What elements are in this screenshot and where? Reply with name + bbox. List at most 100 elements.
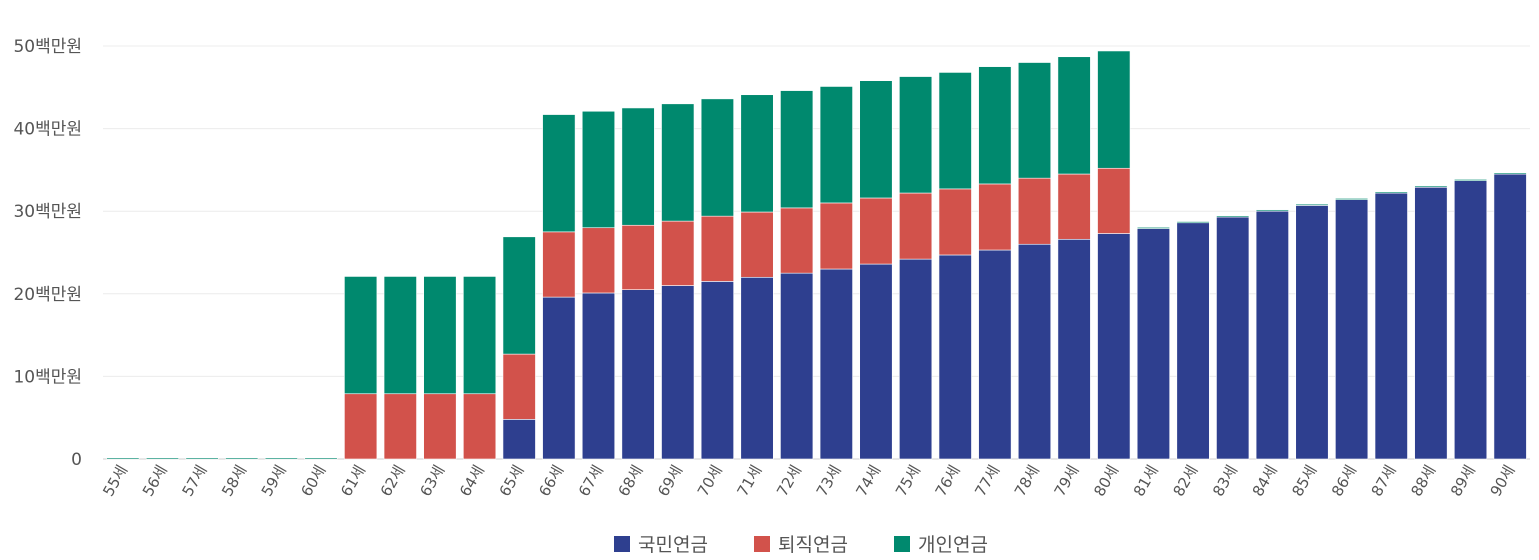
x-tick-label: 60세 bbox=[297, 462, 329, 499]
x-tick-label: 80세 bbox=[1090, 462, 1122, 499]
legend-label-2: 퇴직연금 bbox=[778, 534, 848, 556]
y-tick-label: 50백만원 bbox=[13, 37, 82, 57]
bar-segment-3-12 bbox=[542, 114, 576, 233]
bar-segment-1-18 bbox=[780, 272, 814, 460]
bar-segment-1-34 bbox=[1414, 186, 1448, 460]
x-tick-label: 57세 bbox=[179, 462, 211, 499]
bar-segment-2-7 bbox=[344, 393, 378, 460]
bar-segment-1-32 bbox=[1335, 199, 1369, 460]
bar-segment-1-12 bbox=[542, 296, 576, 460]
bar-segment-2-12 bbox=[542, 231, 576, 298]
bar-segment-2-10 bbox=[463, 393, 497, 460]
bar-segment-3-15 bbox=[661, 103, 695, 222]
x-tick-label: 66세 bbox=[535, 462, 567, 499]
bar-segment-2-11 bbox=[502, 353, 536, 420]
y-tick-label: 0 bbox=[71, 450, 82, 470]
bar-segment-3-8 bbox=[383, 276, 417, 395]
x-tick-label: 84세 bbox=[1249, 462, 1281, 499]
grid-lines bbox=[103, 45, 1530, 460]
x-tick-label: 72세 bbox=[773, 462, 805, 499]
legend: 국민연금 퇴직연금 개인연금 bbox=[614, 534, 988, 556]
bar-segment-3-27 bbox=[1136, 227, 1170, 229]
bar-segment-3-23 bbox=[978, 66, 1012, 185]
x-tick-label: 68세 bbox=[615, 462, 647, 499]
bar-segment-1-26 bbox=[1097, 233, 1131, 460]
bar-segment-2-22 bbox=[938, 188, 972, 256]
bar-segment-2-24 bbox=[1017, 177, 1052, 245]
bar-segment-3-1 bbox=[106, 457, 140, 460]
bar-segment-3-34 bbox=[1414, 185, 1448, 188]
x-tick-label: 61세 bbox=[337, 462, 369, 499]
x-tick-label: 55세 bbox=[99, 462, 131, 499]
x-tick-label: 63세 bbox=[416, 462, 448, 499]
bar-segment-2-13 bbox=[581, 227, 616, 294]
x-tick-label: 75세 bbox=[892, 462, 924, 499]
bar-segment-2-20 bbox=[859, 197, 893, 265]
y-axis-ticks: 0 10백만원 20백만원 30백만원 40백만원 50백만원 bbox=[13, 37, 82, 470]
bar-segment-3-21 bbox=[899, 76, 933, 194]
x-tick-label: 64세 bbox=[456, 462, 488, 499]
bar-segment-1-33 bbox=[1374, 192, 1408, 460]
bar-segment-3-9 bbox=[423, 276, 457, 395]
bar-segment-2-23 bbox=[978, 183, 1012, 251]
bar-segment-3-30 bbox=[1255, 209, 1289, 212]
x-tick-label: 62세 bbox=[377, 462, 409, 499]
bar-segment-1-29 bbox=[1216, 216, 1250, 460]
bar-segment-1-20 bbox=[859, 263, 893, 460]
x-axis-ticks: 55세 56세 57세 58세 59세 60세 61세 62세 63세 64세 65세 66세 67세 6… bbox=[99, 462, 1518, 499]
bar-segment-1-17 bbox=[740, 276, 774, 460]
bar-segment-2-21 bbox=[899, 192, 933, 260]
x-tick-label: 56세 bbox=[139, 462, 171, 499]
x-tick-label: 59세 bbox=[258, 462, 290, 499]
legend-swatch-3 bbox=[894, 536, 910, 552]
x-tick-label: 81세 bbox=[1130, 462, 1162, 499]
bar-segment-2-19 bbox=[819, 202, 853, 270]
bar-segment-3-13 bbox=[581, 110, 616, 229]
bar-segment-1-25 bbox=[1057, 238, 1091, 460]
x-tick-label: 70세 bbox=[694, 462, 726, 499]
bar-segment-2-26 bbox=[1097, 167, 1131, 234]
bar-segment-1-19 bbox=[819, 268, 853, 460]
bars bbox=[106, 50, 1527, 460]
bar-segment-3-24 bbox=[1017, 62, 1052, 179]
bar-segment-3-31 bbox=[1295, 203, 1329, 206]
x-tick-label: 88세 bbox=[1407, 462, 1439, 499]
x-tick-label: 71세 bbox=[733, 462, 765, 499]
y-tick-label: 10백만원 bbox=[13, 367, 82, 387]
bar-segment-2-16 bbox=[700, 215, 734, 282]
bar-segment-3-22 bbox=[938, 72, 972, 190]
bar-segment-3-2 bbox=[145, 457, 180, 460]
bar-segment-2-9 bbox=[423, 393, 457, 460]
bar-segment-2-17 bbox=[740, 211, 774, 278]
bar-segment-1-22 bbox=[938, 254, 972, 460]
x-tick-label: 69세 bbox=[654, 462, 686, 499]
bar-segment-2-25 bbox=[1057, 173, 1091, 240]
bar-segment-3-14 bbox=[621, 107, 655, 226]
x-tick-label: 90세 bbox=[1487, 462, 1519, 499]
bar-segment-1-36 bbox=[1493, 173, 1527, 460]
bar-segment-3-25 bbox=[1057, 56, 1091, 175]
bar-segment-3-32 bbox=[1335, 198, 1369, 200]
bar-segment-1-24 bbox=[1017, 243, 1052, 460]
bar-segment-3-18 bbox=[780, 90, 814, 209]
bar-segment-3-35 bbox=[1453, 179, 1488, 181]
y-tick-label: 30백만원 bbox=[13, 202, 82, 222]
bar-segment-2-18 bbox=[780, 207, 814, 274]
bar-segment-2-14 bbox=[621, 224, 655, 290]
bar-segment-1-13 bbox=[581, 292, 616, 460]
bar-segment-3-6 bbox=[304, 457, 338, 460]
x-tick-label: 74세 bbox=[852, 462, 884, 499]
bar-segment-3-10 bbox=[463, 276, 497, 395]
bar-segment-1-31 bbox=[1295, 205, 1329, 460]
bar-segment-3-26 bbox=[1097, 50, 1131, 169]
x-tick-label: 77세 bbox=[971, 462, 1003, 499]
bar-segment-3-29 bbox=[1216, 215, 1250, 218]
bar-segment-1-28 bbox=[1176, 222, 1210, 460]
bar-segment-2-8 bbox=[383, 393, 417, 460]
x-tick-label: 58세 bbox=[218, 462, 250, 499]
x-tick-label: 83세 bbox=[1209, 462, 1241, 499]
bar-segment-3-11 bbox=[502, 236, 536, 355]
x-tick-label: 87세 bbox=[1368, 462, 1400, 499]
bar-segment-1-30 bbox=[1255, 210, 1289, 460]
